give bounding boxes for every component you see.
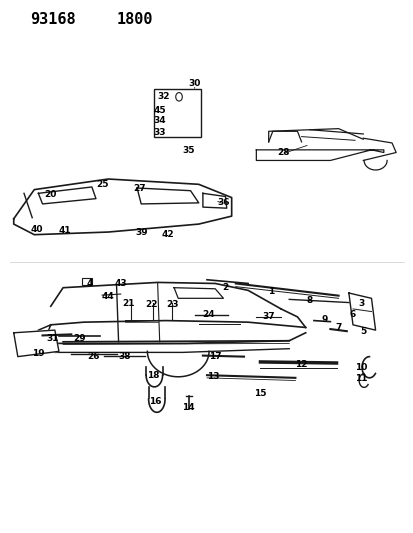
Text: 26: 26	[88, 352, 100, 361]
Text: 2: 2	[222, 283, 228, 292]
Text: 34: 34	[153, 116, 166, 125]
Text: 15: 15	[254, 389, 266, 398]
Text: 13: 13	[206, 372, 219, 381]
Text: 25: 25	[96, 180, 108, 189]
Text: 18: 18	[147, 370, 159, 379]
Text: 16: 16	[149, 397, 161, 406]
Text: 29: 29	[73, 334, 85, 343]
Text: 4: 4	[86, 279, 93, 288]
Text: 3: 3	[357, 299, 363, 308]
Text: 23: 23	[165, 300, 178, 309]
Text: 10: 10	[354, 363, 366, 372]
Text: 38: 38	[118, 352, 131, 361]
Text: 93168: 93168	[30, 12, 76, 27]
Text: 22: 22	[145, 300, 157, 309]
Text: 17: 17	[209, 352, 221, 361]
Text: 32: 32	[157, 92, 170, 101]
Text: 28: 28	[276, 148, 289, 157]
Text: 19: 19	[32, 350, 45, 359]
Text: 41: 41	[59, 226, 71, 235]
Text: 6: 6	[349, 310, 355, 319]
Text: 33: 33	[153, 128, 166, 137]
Text: 44: 44	[102, 292, 114, 301]
Text: 11: 11	[354, 374, 367, 383]
Text: 8: 8	[306, 296, 312, 305]
Text: 39: 39	[135, 228, 147, 237]
Bar	[81, 278, 92, 285]
Text: 35: 35	[182, 147, 194, 156]
Text: 37: 37	[262, 312, 274, 321]
Text: 42: 42	[161, 230, 174, 239]
Text: 36: 36	[217, 198, 229, 207]
Text: 9: 9	[320, 315, 327, 324]
Text: 31: 31	[46, 334, 59, 343]
Text: 1: 1	[267, 287, 273, 296]
Text: 12: 12	[294, 360, 307, 369]
Text: 20: 20	[45, 190, 57, 199]
Text: 24: 24	[202, 310, 215, 319]
Text: 45: 45	[153, 106, 166, 115]
Text: 14: 14	[182, 402, 195, 411]
Polygon shape	[14, 330, 59, 357]
Text: 7: 7	[335, 323, 341, 332]
Text: 1800: 1800	[116, 12, 153, 27]
Bar	[153, 89, 200, 136]
Text: 43: 43	[114, 279, 127, 288]
Text: 40: 40	[30, 225, 43, 234]
Text: 21: 21	[122, 299, 135, 308]
Text: 27: 27	[133, 183, 145, 192]
Text: 5: 5	[359, 327, 366, 336]
Text: 30: 30	[188, 79, 200, 88]
